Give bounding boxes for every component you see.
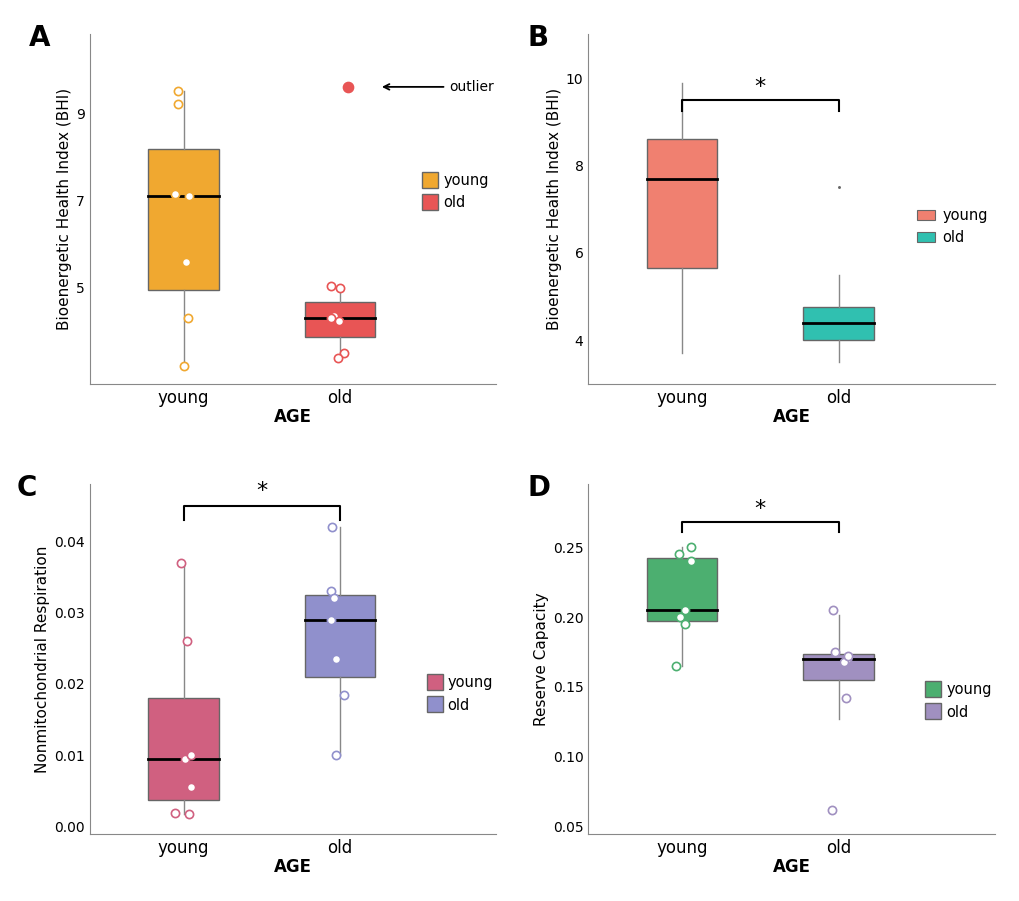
Legend: young, old: young, old [427, 676, 492, 713]
X-axis label: AGE: AGE [771, 408, 810, 426]
Y-axis label: Bioenergetic Health Index (BHI): Bioenergetic Health Index (BHI) [546, 88, 561, 331]
Text: C: C [16, 474, 37, 502]
Point [177, 254, 194, 268]
Text: *: * [754, 77, 765, 96]
Point [181, 806, 198, 821]
Text: outlier: outlier [449, 80, 494, 94]
Point [331, 280, 347, 295]
Y-axis label: Bioenergetic Health Index (BHI): Bioenergetic Health Index (BHI) [57, 88, 71, 331]
Point [667, 659, 684, 673]
Bar [803, 307, 873, 341]
Point [835, 655, 851, 669]
Point [322, 278, 338, 293]
Point [676, 603, 692, 617]
Point [180, 189, 197, 204]
Point [839, 651, 855, 666]
Text: *: * [754, 499, 765, 519]
Point [323, 613, 339, 627]
Y-axis label: Nonmitochondrial Respiration: Nonmitochondrial Respiration [35, 545, 50, 773]
Bar [646, 558, 716, 621]
Point [839, 649, 855, 663]
Point [683, 540, 699, 554]
Point [824, 603, 841, 617]
Point [178, 634, 195, 649]
Point [177, 751, 194, 766]
X-axis label: AGE: AGE [274, 858, 312, 876]
Point [180, 311, 197, 325]
X-axis label: AGE: AGE [274, 408, 312, 426]
Point [182, 748, 199, 762]
Legend: young, old: young, old [925, 682, 990, 720]
Y-axis label: Reserve Capacity: Reserve Capacity [533, 592, 548, 726]
Point [169, 84, 185, 98]
Point [170, 97, 186, 112]
Point [328, 748, 344, 762]
Point [327, 651, 343, 666]
Point [682, 554, 698, 569]
Text: A: A [29, 24, 50, 52]
Point [182, 780, 199, 795]
Point [671, 547, 687, 561]
Bar [803, 654, 873, 680]
Point [825, 645, 842, 660]
Bar [646, 140, 716, 268]
Bar [305, 302, 375, 337]
Point [330, 350, 346, 365]
Point [677, 617, 693, 632]
Point [175, 359, 192, 374]
Bar [305, 595, 375, 677]
Point [838, 691, 854, 705]
Bar [148, 698, 218, 800]
Text: *: * [256, 481, 267, 501]
Point [166, 187, 182, 201]
Point [322, 584, 338, 598]
Text: B: B [527, 24, 548, 52]
Point [822, 803, 839, 817]
Point [325, 309, 341, 323]
Point [339, 79, 356, 94]
Point [672, 610, 688, 624]
Point [322, 311, 338, 325]
Point [173, 556, 190, 570]
Point [331, 314, 347, 328]
Point [326, 591, 342, 605]
Point [166, 805, 182, 820]
Point [335, 687, 352, 702]
Bar [148, 150, 218, 290]
Text: D: D [527, 474, 549, 502]
Point [335, 346, 352, 360]
Point [829, 180, 846, 195]
X-axis label: AGE: AGE [771, 858, 810, 876]
Legend: young, old: young, old [423, 173, 489, 210]
Legend: young, old: young, old [916, 208, 986, 245]
Point [323, 520, 339, 534]
